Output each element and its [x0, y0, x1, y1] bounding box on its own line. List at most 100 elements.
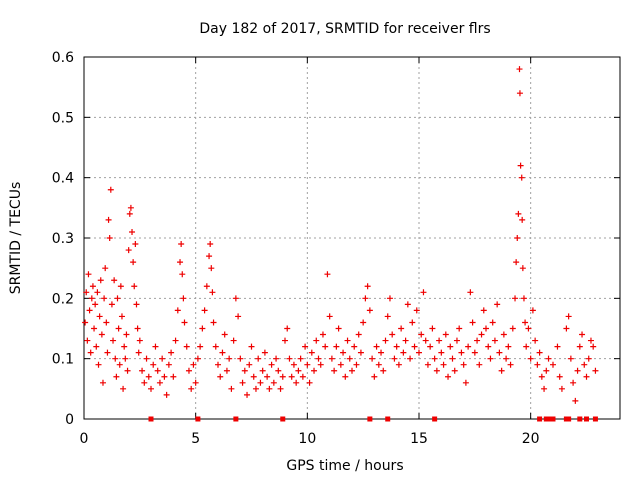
data-point: [340, 349, 347, 356]
baseline-marker: [432, 416, 438, 422]
data-point: [130, 259, 137, 266]
data-point: [308, 349, 315, 356]
data-point: [357, 349, 364, 356]
data-point: [514, 235, 521, 241]
x-tick-label: 15: [410, 431, 428, 447]
data-point: [574, 367, 581, 374]
data-point: [319, 331, 326, 338]
data-point: [232, 295, 239, 302]
data-point: [491, 337, 498, 344]
data-point: [431, 355, 438, 362]
data-point: [98, 331, 105, 338]
data-point: [322, 343, 329, 350]
data-point: [88, 295, 95, 302]
data-point: [480, 307, 487, 314]
data-point: [404, 301, 411, 308]
data-point: [386, 295, 393, 302]
data-point: [150, 361, 157, 368]
data-point: [92, 301, 99, 308]
data-point: [453, 337, 460, 344]
baseline-marker: [577, 416, 583, 422]
y-tick-label: 0.6: [52, 50, 74, 66]
data-point: [94, 289, 101, 296]
data-point: [241, 367, 248, 374]
data-point: [161, 373, 168, 380]
data-point: [373, 343, 380, 350]
data-point: [116, 361, 123, 368]
data-point: [134, 325, 141, 332]
data-point: [538, 373, 545, 380]
data-point: [427, 343, 434, 350]
data-point: [279, 373, 286, 380]
data-point: [519, 216, 526, 223]
data-point: [207, 241, 214, 248]
baseline-marker: [385, 416, 391, 422]
baseline-marker: [148, 416, 154, 422]
data-point: [129, 228, 136, 235]
data-point: [507, 361, 514, 368]
data-point: [286, 355, 293, 362]
data-point: [250, 373, 257, 380]
data-point: [543, 367, 550, 374]
data-point: [197, 343, 204, 350]
data-point: [422, 337, 429, 344]
data-point: [449, 355, 456, 362]
data-point: [223, 367, 230, 374]
data-point: [190, 361, 197, 368]
data-point: [324, 271, 331, 278]
baseline-marker: [280, 416, 286, 422]
data-point: [121, 343, 128, 350]
data-point: [248, 343, 255, 350]
data-point: [366, 307, 373, 314]
data-point: [180, 295, 187, 302]
data-point: [177, 259, 184, 266]
data-point: [179, 271, 186, 278]
y-tick-label: 0.2: [52, 291, 74, 307]
data-point: [170, 373, 177, 380]
data-point: [518, 174, 525, 181]
data-point: [500, 331, 507, 338]
data-point: [252, 385, 259, 392]
data-point: [331, 367, 338, 374]
data-point: [375, 361, 382, 368]
data-point: [284, 325, 291, 332]
data-point: [420, 289, 427, 296]
data-point: [371, 373, 378, 380]
data-point: [572, 397, 579, 404]
data-point: [123, 331, 130, 338]
data-point: [554, 343, 561, 350]
y-tick-label: 0.3: [52, 231, 74, 247]
data-point: [217, 373, 224, 380]
data-point: [458, 349, 465, 356]
data-point: [275, 367, 282, 374]
data-point: [384, 313, 391, 320]
x-tick-label: 20: [522, 431, 540, 447]
data-point: [163, 391, 170, 398]
data-point: [545, 355, 552, 362]
data-point: [89, 283, 96, 290]
baseline-marker: [550, 416, 556, 422]
data-point: [261, 349, 268, 356]
data-point: [429, 325, 436, 332]
x-tick-label: 5: [191, 431, 200, 447]
data-point: [536, 349, 543, 356]
data-point: [156, 379, 163, 386]
data-point: [395, 361, 402, 368]
data-point: [520, 295, 527, 302]
data-point: [84, 337, 91, 344]
data-point: [471, 349, 478, 356]
data-point: [402, 337, 409, 344]
data-point: [317, 361, 324, 368]
data-point: [483, 325, 489, 332]
data-point: [576, 343, 583, 350]
y-tick-label: 0.5: [52, 110, 74, 126]
data-point: [567, 355, 574, 362]
y-tick-label: 0: [65, 412, 74, 428]
data-point: [509, 325, 516, 332]
data-point: [86, 307, 93, 314]
data-series: [82, 66, 599, 404]
data-point: [516, 90, 523, 97]
data-point: [534, 361, 541, 368]
data-point: [183, 343, 190, 350]
